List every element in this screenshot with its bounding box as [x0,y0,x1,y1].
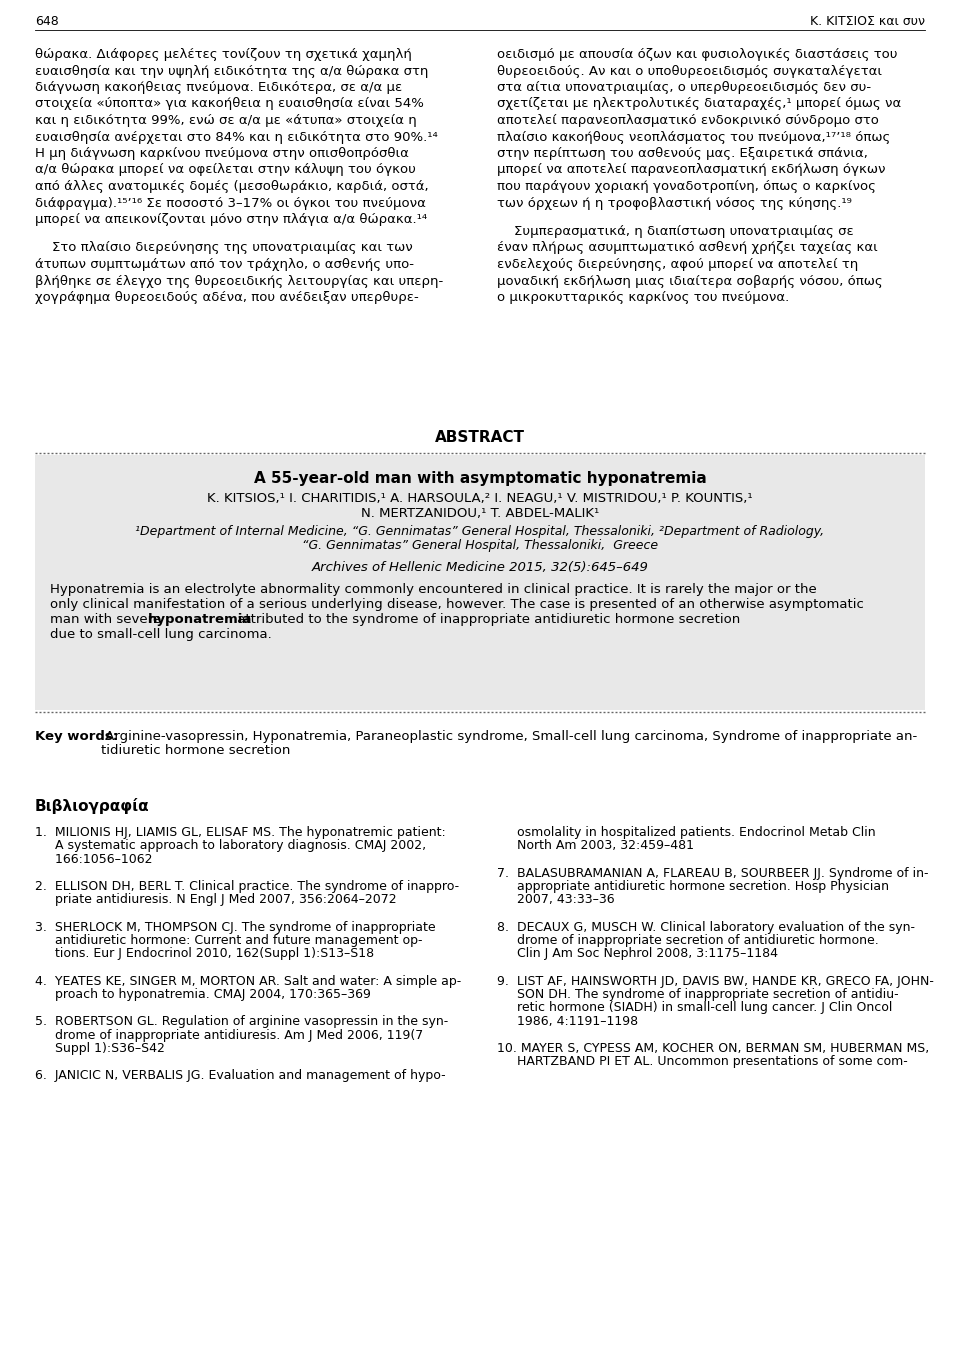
Text: μπορεί να απεικονίζονται μόνο στην πλάγια α/α θώρακα.¹⁴: μπορεί να απεικονίζονται μόνο στην πλάγι… [35,213,427,227]
Text: HARTZBAND PI ET AL. Uncommon presentations of some com-: HARTZBAND PI ET AL. Uncommon presentatio… [497,1055,908,1068]
Text: ενδελεχούς διερεύνησης, αφού μπορεί να αποτελεί τη: ενδελεχούς διερεύνησης, αφού μπορεί να α… [497,258,858,271]
Text: appropriate antidiuretic hormone secretion. Hosp Physician: appropriate antidiuretic hormone secreti… [497,880,889,893]
Text: Suppl 1):S36–S42: Suppl 1):S36–S42 [35,1041,165,1055]
Text: retic hormone (SIADH) in small-cell lung cancer. J Clin Oncol: retic hormone (SIADH) in small-cell lung… [497,1001,893,1014]
Text: που παράγουν χοριακή γοναδοτροπίνη, όπως ο καρκίνος: που παράγουν χοριακή γοναδοτροπίνη, όπως… [497,179,876,193]
Text: έναν πλήρως ασυμπτωματικό ασθενή χρήζει ταχείας και: έναν πλήρως ασυμπτωματικό ασθενή χρήζει … [497,241,877,255]
Text: 5.  ROBERTSON GL. Regulation of arginine vasopressin in the syn-: 5. ROBERTSON GL. Regulation of arginine … [35,1014,448,1028]
Text: οειδισμό με απουσία όζων και φυσιολογικές διαστάσεις του: οειδισμό με απουσία όζων και φυσιολογικέ… [497,49,898,61]
Text: N. MERTZANIDOU,¹ T. ABDEL-MALIK¹: N. MERTZANIDOU,¹ T. ABDEL-MALIK¹ [361,507,599,519]
Text: 9.  LIST AF, HAINSWORTH JD, DAVIS BW, HANDE KR, GRECO FA, JOHN-: 9. LIST AF, HAINSWORTH JD, DAVIS BW, HAN… [497,974,934,987]
Text: στοιχεία «ύποπτα» για κακοήθεια η ευαισθησία είναι 54%: στοιχεία «ύποπτα» για κακοήθεια η ευαισθ… [35,97,424,111]
Text: 1986, 4:1191–1198: 1986, 4:1191–1198 [497,1014,638,1028]
Text: priate antidiuresis. N Engl J Med 2007, 356:2064–2072: priate antidiuresis. N Engl J Med 2007, … [35,893,396,907]
Text: θώρακα. Διάφορες μελέτες τονίζουν τη σχετικά χαμηλή: θώρακα. Διάφορες μελέτες τονίζουν τη σχε… [35,49,412,61]
Text: attributed to the syndrome of inappropriate antidiuretic hormone secretion: attributed to the syndrome of inappropri… [233,612,740,626]
Text: K. ΚΙΤΣΙΟΣ και συν: K. ΚΙΤΣΙΟΣ και συν [810,15,925,28]
Text: A systematic approach to laboratory diagnosis. CMAJ 2002,: A systematic approach to laboratory diag… [35,839,426,853]
Text: “G. Gennimatas” General Hospital, Thessaloniki,  Greece: “G. Gennimatas” General Hospital, Thessa… [302,540,658,552]
Text: 3.  SHERLOCK M, THOMPSON CJ. The syndrome of inappropriate: 3. SHERLOCK M, THOMPSON CJ. The syndrome… [35,920,436,934]
Text: tions. Eur J Endocrinol 2010, 162(Suppl 1):S13–S18: tions. Eur J Endocrinol 2010, 162(Suppl … [35,947,374,960]
Text: 1.  MILIONIS HJ, LIAMIS GL, ELISAF MS. The hyponatremic patient:: 1. MILIONIS HJ, LIAMIS GL, ELISAF MS. Th… [35,826,445,839]
Text: drome of inappropriate antidiuresis. Am J Med 2006, 119(7: drome of inappropriate antidiuresis. Am … [35,1028,423,1041]
Text: πλαίσιο κακοήθους νεοπλάσματος του πνεύμονα,¹⁷ʼ¹⁸ όπως: πλαίσιο κακοήθους νεοπλάσματος του πνεύμ… [497,131,890,143]
Text: και η ειδικότητα 99%, ενώ σε α/α με «άτυπα» στοιχεία η: και η ειδικότητα 99%, ενώ σε α/α με «άτυ… [35,115,417,127]
Text: στα αίτια υπονατριαιμίας, ο υπερθυρεοειδισμός δεν συ-: στα αίτια υπονατριαιμίας, ο υπερθυρεοειδ… [497,81,871,94]
Text: 648: 648 [35,15,59,28]
Text: χογράφημα θυρεοειδούς αδένα, που ανέδειξαν υπερθυρε-: χογράφημα θυρεοειδούς αδένα, που ανέδειξ… [35,291,419,304]
Text: antidiuretic hormone: Current and future management op-: antidiuretic hormone: Current and future… [35,934,422,947]
Text: ευαισθησία ανέρχεται στο 84% και η ειδικότητα στο 90%.¹⁴: ευαισθησία ανέρχεται στο 84% και η ειδικ… [35,131,438,143]
Text: 2007, 43:33–36: 2007, 43:33–36 [497,893,614,907]
Text: αποτελεί παρανεοπλασματικό ενδοκρινικό σύνδρομο στο: αποτελεί παρανεοπλασματικό ενδοκρινικό σ… [497,115,878,127]
Text: Συμπερασματικά, η διαπίστωση υπονατριαιμίας σε: Συμπερασματικά, η διαπίστωση υπονατριαιμ… [497,225,853,237]
Text: βλήθηκε σε έλεγχο της θυρεοειδικής λειτουργίας και υπερη-: βλήθηκε σε έλεγχο της θυρεοειδικής λειτο… [35,274,444,287]
Text: man with severe: man with severe [50,612,165,626]
Text: διάφραγμα).¹⁵ʼ¹⁶ Σε ποσοστό 3–17% οι όγκοι του πνεύμονα: διάφραγμα).¹⁵ʼ¹⁶ Σε ποσοστό 3–17% οι όγκ… [35,197,426,209]
Text: due to small-cell lung carcinoma.: due to small-cell lung carcinoma. [50,629,272,641]
Text: 6.  JANICIC N, VERBALIS JG. Evaluation and management of hypo-: 6. JANICIC N, VERBALIS JG. Evaluation an… [35,1068,445,1082]
Text: proach to hyponatremia. CMAJ 2004, 170:365–369: proach to hyponatremia. CMAJ 2004, 170:3… [35,987,371,1001]
Text: από άλλες ανατομικές δομές (μεσοθωράκιο, καρδιά, οστά,: από άλλες ανατομικές δομές (μεσοθωράκιο,… [35,179,428,193]
Text: Key words:: Key words: [35,730,118,743]
Text: K. KITSIOS,¹ I. CHARITIDIS,¹ A. HARSOULA,² I. NEAGU,¹ V. MISTRIDOU,¹ P. KOUNTIS,: K. KITSIOS,¹ I. CHARITIDIS,¹ A. HARSOULA… [207,492,753,505]
Text: 8.  DECAUX G, MUSCH W. Clinical laboratory evaluation of the syn-: 8. DECAUX G, MUSCH W. Clinical laborator… [497,920,915,934]
Text: Η μη διάγνωση καρκίνου πνεύμονα στην οπισθοπρόσθια: Η μη διάγνωση καρκίνου πνεύμονα στην οπι… [35,147,409,161]
Text: North Am 2003, 32:459–481: North Am 2003, 32:459–481 [497,839,694,853]
Text: drome of inappropriate secretion of antidiuretic hormone.: drome of inappropriate secretion of anti… [497,934,878,947]
Text: Hyponatremia is an electrolyte abnormality commonly encountered in clinical prac: Hyponatremia is an electrolyte abnormali… [50,583,817,596]
Text: μοναδική εκδήλωση μιας ιδιαίτερα σοβαρής νόσου, όπως: μοναδική εκδήλωση μιας ιδιαίτερα σοβαρής… [497,274,883,287]
Text: A 55-year-old man with asymptomatic hyponatremia: A 55-year-old man with asymptomatic hypo… [253,471,707,486]
Text: 2.  ELLISON DH, BERL T. Clinical practice. The syndrome of inappro-: 2. ELLISON DH, BERL T. Clinical practice… [35,880,459,893]
Text: 7.  BALASUBRAMANIAN A, FLAREAU B, SOURBEER JJ. Syndrome of in-: 7. BALASUBRAMANIAN A, FLAREAU B, SOURBEE… [497,866,928,880]
Text: Archives of Hellenic Medicine 2015, 32(5):645–649: Archives of Hellenic Medicine 2015, 32(5… [312,561,648,575]
FancyBboxPatch shape [35,455,925,710]
Text: osmolality in hospitalized patients. Endocrinol Metab Clin: osmolality in hospitalized patients. End… [497,826,876,839]
Text: ¹Department of Internal Medicine, “G. Gennimatas” General Hospital, Thessaloniki: ¹Department of Internal Medicine, “G. Ge… [135,525,825,538]
Text: 166:1056–1062: 166:1056–1062 [35,853,153,866]
Text: ο μικροκυτταρικός καρκίνος του πνεύμονα.: ο μικροκυτταρικός καρκίνος του πνεύμονα. [497,291,789,304]
Text: only clinical manifestation of a serious underlying disease, however. The case i: only clinical manifestation of a serious… [50,598,864,611]
Text: ABSTRACT: ABSTRACT [435,430,525,445]
Text: Βιβλιογραφία: Βιβλιογραφία [35,799,150,813]
Text: Clin J Am Soc Nephrol 2008, 3:1175–1184: Clin J Am Soc Nephrol 2008, 3:1175–1184 [497,947,778,960]
Text: άτυπων συμπτωμάτων από τον τράχηλο, ο ασθενής υπο-: άτυπων συμπτωμάτων από τον τράχηλο, ο ασ… [35,258,414,271]
Text: 4.  YEATES KE, SINGER M, MORTON AR. Salt and water: A simple ap-: 4. YEATES KE, SINGER M, MORTON AR. Salt … [35,974,461,987]
Text: στην περίπτωση του ασθενούς μας. Εξαιρετικά σπάνια,: στην περίπτωση του ασθενούς μας. Εξαιρετ… [497,147,868,161]
Text: διάγνωση κακοήθειας πνεύμονα. Ειδικότερα, σε α/α με: διάγνωση κακοήθειας πνεύμονα. Ειδικότερα… [35,81,402,94]
Text: των όρχεων ή η τροφοβλαστική νόσος της κύησης.¹⁹: των όρχεων ή η τροφοβλαστική νόσος της κ… [497,197,852,209]
Text: ευαισθησία και την υψηλή ειδικότητα της α/α θώρακα στη: ευαισθησία και την υψηλή ειδικότητα της … [35,65,428,77]
Text: μπορεί να αποτελεί παρανεοπλασματική εκδήλωση όγκων: μπορεί να αποτελεί παρανεοπλασματική εκδ… [497,163,885,177]
Text: SON DH. The syndrome of inappropriate secretion of antidiu-: SON DH. The syndrome of inappropriate se… [497,987,899,1001]
Text: σχετίζεται με ηλεκτρολυτικές διαταραχές,¹ μπορεί όμως να: σχετίζεται με ηλεκτρολυτικές διαταραχές,… [497,97,901,111]
Text: Στο πλαίσιο διερεύνησης της υπονατριαιμίας και των: Στο πλαίσιο διερεύνησης της υπονατριαιμί… [35,241,413,255]
Text: α/α θώρακα μπορεί να οφείλεται στην κάλυψη του όγκου: α/α θώρακα μπορεί να οφείλεται στην κάλυ… [35,163,416,177]
Text: Arginine-vasopressin, Hyponatremia, Paraneoplastic syndrome, Small-cell lung car: Arginine-vasopressin, Hyponatremia, Para… [101,730,917,743]
Text: hyponatremia: hyponatremia [148,612,252,626]
Text: θυρεοειδούς. Αν και ο υποθυρεοειδισμός συγκαταλέγεται: θυρεοειδούς. Αν και ο υποθυρεοειδισμός σ… [497,65,882,77]
Text: tidiuretic hormone secretion: tidiuretic hormone secretion [101,745,290,757]
Text: 10. MAYER S, CYPESS AM, KOCHER ON, BERMAN SM, HUBERMAN MS,: 10. MAYER S, CYPESS AM, KOCHER ON, BERMA… [497,1041,929,1055]
